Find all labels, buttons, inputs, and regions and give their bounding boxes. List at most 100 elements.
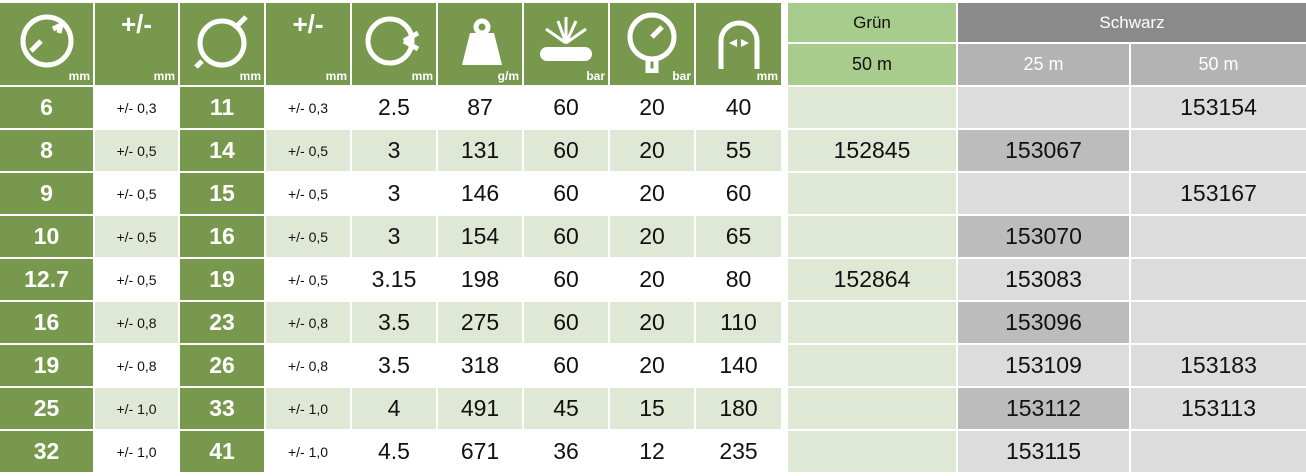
- cell: 153109: [958, 345, 1129, 386]
- header-cell: bar: [524, 3, 608, 85]
- cell: 55: [696, 130, 781, 171]
- cell: 8: [0, 130, 93, 171]
- header-cell: mm: [352, 3, 436, 85]
- empty-cell: [1131, 216, 1306, 257]
- empty-cell: [788, 388, 956, 429]
- empty-cell: [1131, 259, 1306, 300]
- cell: 491: [438, 388, 522, 429]
- symbol: +/-: [292, 9, 324, 39]
- cell: +/- 0,5: [95, 216, 178, 257]
- cell: 80: [696, 259, 781, 300]
- cell: 153067: [958, 130, 1129, 171]
- cell: +/- 0,5: [266, 259, 350, 300]
- cell: 16: [180, 216, 264, 257]
- group-header: Schwarz: [958, 3, 1306, 42]
- cell: 16: [0, 302, 93, 343]
- empty-cell: [958, 87, 1129, 128]
- cell: +/- 0,8: [95, 345, 178, 386]
- sub-header: 25 m: [958, 44, 1129, 85]
- cell: +/- 1,0: [95, 388, 178, 429]
- cell: 60: [524, 302, 608, 343]
- cell: 60: [696, 173, 781, 214]
- icon: [365, 16, 420, 66]
- unit: g/m: [497, 69, 519, 83]
- cell: 15: [610, 388, 694, 429]
- cell: 87: [438, 87, 522, 128]
- cell: 60: [524, 259, 608, 300]
- cell: 15: [180, 173, 264, 214]
- cell: +/- 0,8: [95, 302, 178, 343]
- unit: mm: [68, 69, 90, 83]
- cell: 60: [524, 173, 608, 214]
- cell: 318: [438, 345, 522, 386]
- header-cell: +/- mm: [95, 3, 178, 85]
- empty-cell: [788, 87, 956, 128]
- cell: +/- 0,8: [266, 345, 350, 386]
- icon: [540, 17, 592, 61]
- cell: 19: [0, 345, 93, 386]
- cell: 2.5: [352, 87, 436, 128]
- cell: 25: [0, 388, 93, 429]
- cell: 153115: [958, 431, 1129, 472]
- cell: 11: [180, 87, 264, 128]
- unit: mm: [411, 69, 433, 83]
- cell: 275: [438, 302, 522, 343]
- cell: 153083: [958, 259, 1129, 300]
- cell: +/- 0,5: [266, 130, 350, 171]
- cell: 20: [610, 216, 694, 257]
- cell: 10: [0, 216, 93, 257]
- cell: 131: [438, 130, 522, 171]
- header-cell: mm: [180, 3, 264, 85]
- cell: 33: [180, 388, 264, 429]
- cell: 60: [524, 345, 608, 386]
- empty-cell: [1131, 431, 1306, 472]
- cell: +/- 0,3: [95, 87, 178, 128]
- header-cell: +/- mm: [266, 3, 350, 85]
- unit: mm: [756, 69, 778, 83]
- cell: +/- 0,3: [266, 87, 350, 128]
- cell: 154: [438, 216, 522, 257]
- cell: 140: [696, 345, 781, 386]
- cell: 32: [0, 431, 93, 472]
- cell: +/- 1,0: [95, 431, 178, 472]
- unit: bar: [586, 69, 605, 83]
- cell: 60: [524, 130, 608, 171]
- cell: 153096: [958, 302, 1129, 343]
- cell: 153167: [1131, 173, 1306, 214]
- cell: 14: [180, 130, 264, 171]
- cell: +/- 0,5: [266, 216, 350, 257]
- empty-cell: [958, 173, 1129, 214]
- cell: 3: [352, 130, 436, 171]
- cell: 40: [696, 87, 781, 128]
- unit: mm: [153, 69, 175, 83]
- header-cell: mm: [696, 3, 781, 85]
- cell: +/- 0,5: [266, 173, 350, 214]
- cell: 152845: [788, 130, 956, 171]
- header-cell: bar: [610, 3, 694, 85]
- cell: 23: [180, 302, 264, 343]
- cell: +/- 1,0: [266, 388, 350, 429]
- icon: [718, 20, 759, 69]
- cell: 45: [524, 388, 608, 429]
- unit: mm: [325, 69, 347, 83]
- cell: 20: [610, 130, 694, 171]
- cell: 4.5: [352, 431, 436, 472]
- cell: 41: [180, 431, 264, 472]
- empty-cell: [1131, 302, 1306, 343]
- cell: 153112: [958, 388, 1129, 429]
- cell: 3.15: [352, 259, 436, 300]
- cell: 36: [524, 431, 608, 472]
- cell: 671: [438, 431, 522, 472]
- sub-header: 50 m: [1131, 44, 1306, 85]
- icon: [20, 14, 73, 68]
- cell: 153183: [1131, 345, 1306, 386]
- cell: 12.7: [0, 259, 93, 300]
- cell: 19: [180, 259, 264, 300]
- empty-cell: [788, 345, 956, 386]
- cell: 65: [696, 216, 781, 257]
- cell: 20: [610, 173, 694, 214]
- cell: 153154: [1131, 87, 1306, 128]
- cell: 9: [0, 173, 93, 214]
- empty-cell: [788, 216, 956, 257]
